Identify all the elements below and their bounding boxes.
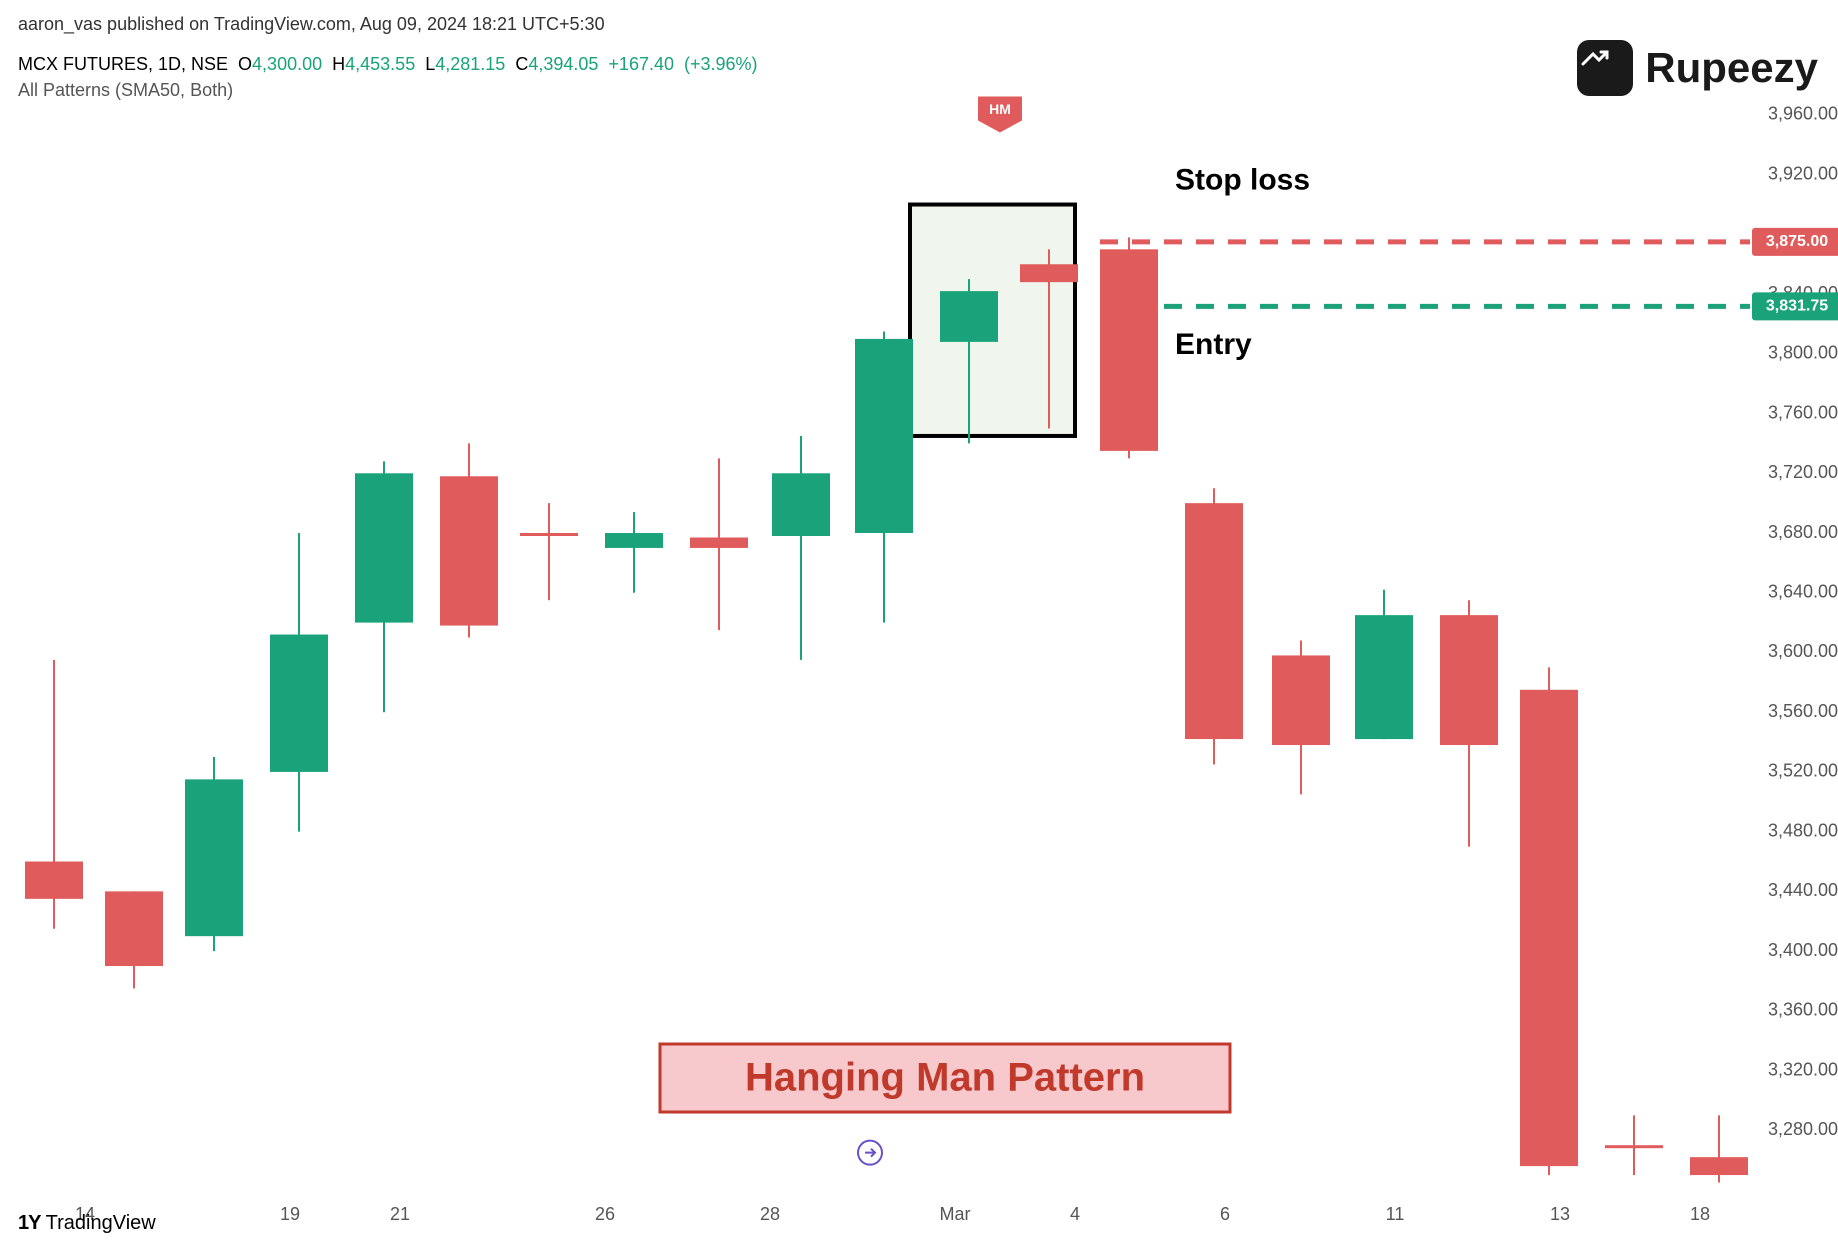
candle-body [605,533,663,548]
y-axis-label: 3,480.00 [1768,820,1838,840]
x-axis-label: 21 [390,1204,410,1224]
y-axis-label: 3,360.00 [1768,1000,1838,1020]
y-axis-label: 3,320.00 [1768,1059,1838,1079]
candle-body [185,779,243,936]
candle-body [355,473,413,622]
candle-body [105,891,163,966]
candle-body [440,476,498,625]
candle-body [1520,690,1578,1166]
x-axis-label: 19 [280,1204,300,1224]
annotation-stop-loss: Stop loss [1175,164,1310,197]
x-axis-label: 18 [1690,1204,1710,1224]
candle-body [1605,1145,1663,1148]
y-axis-label: 3,600.00 [1768,641,1838,661]
y-axis-label: 3,560.00 [1768,701,1838,721]
y-axis-label: 3,680.00 [1768,522,1838,542]
y-axis-label: 3,760.00 [1768,402,1838,422]
y-axis-label: 3,920.00 [1768,163,1838,183]
candlestick-chart[interactable]: 3,280.00 3,320.00 3,360.00 3,400.00 3,440.00… [0,0,1838,1255]
candle-body [772,473,830,536]
candle-body [690,537,748,547]
y-axis-label: 3,400.00 [1768,940,1838,960]
svg-text:HM: HM [989,101,1011,117]
candle-body [1185,503,1243,739]
x-axis-label: 4 [1070,1204,1080,1224]
candle-body [1020,264,1078,282]
candle-body [25,862,83,899]
x-axis-label: 26 [595,1204,615,1224]
y-axis-label: 3,440.00 [1768,880,1838,900]
x-axis-label: 13 [1550,1204,1570,1224]
candle-body [1440,615,1498,745]
y-axis-label: 3,960.00 [1768,104,1838,124]
svg-text:3,875.00: 3,875.00 [1766,233,1828,250]
candle-body [1100,249,1158,451]
candle-body [940,291,998,342]
candle-body [855,339,913,533]
candle-body [1272,655,1330,745]
y-axis-label: 3,280.00 [1768,1119,1838,1139]
candle-body [270,635,328,772]
svg-text:3,831.75: 3,831.75 [1766,298,1828,315]
x-axis-label: 6 [1220,1204,1230,1224]
candle-body [1355,615,1413,739]
pattern-title-text: Hanging Man Pattern [745,1056,1145,1100]
y-axis-label: 3,720.00 [1768,462,1838,482]
tradingview-watermark: 1Y TradingView [18,1212,156,1235]
y-axis-label: 3,800.00 [1768,343,1838,363]
x-axis-label: Mar [940,1204,971,1224]
annotation-entry: Entry [1175,328,1252,361]
y-axis-label: 3,640.00 [1768,581,1838,601]
x-axis-label: 11 [1386,1204,1405,1224]
candle-body [520,533,578,536]
x-axis-label: 28 [760,1204,780,1224]
y-axis-label: 3,520.00 [1768,761,1838,781]
candle-body [1690,1157,1748,1175]
